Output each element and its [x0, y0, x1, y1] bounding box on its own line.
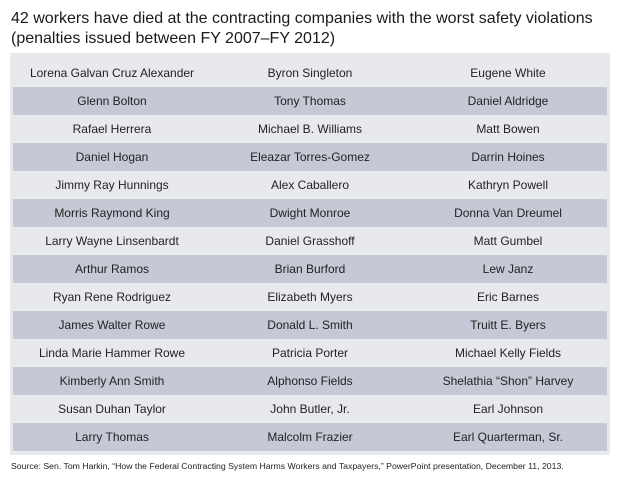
table-cell: Byron Singleton	[267, 66, 353, 80]
table-cell: Alphonso Fields	[267, 374, 353, 388]
table-cell: Linda Marie Hammer Rowe	[38, 346, 186, 360]
table-row: Jimmy Ray Hunnings Alex Caballero Kathryn …	[13, 171, 607, 199]
table-cell: Larry Wayne Linsenbardt	[45, 234, 179, 248]
table-cell: Glenn Bolton	[77, 94, 147, 108]
table-row: James Walter Rowe Donald L. Smith Truitt E…	[13, 311, 607, 339]
table-cell: Daniel Hogan	[75, 150, 149, 164]
table-cell: Eugene White	[470, 66, 546, 80]
table-cell: Earl Johnson	[472, 402, 544, 416]
table-row: Ryan Rene Rodriguez Elizabeth Myers Eric B…	[13, 283, 607, 311]
table-cell: Patricia Porter	[271, 346, 349, 360]
table-row: Morris Raymond King Dwight Monroe Donna Va…	[13, 199, 607, 227]
table-cell: Lorena Galvan Cruz Alexander	[29, 66, 195, 80]
table-row: Glenn Bolton Tony Thomas Daniel Aldridge	[13, 87, 607, 115]
table-cell: Alex Caballero	[270, 178, 350, 192]
table-row: Larry Wayne Linsenbardt Daniel Grasshoff M…	[13, 227, 607, 255]
table-cell: Tony Thomas	[274, 94, 346, 108]
title-line-1: 42 workers have died at the contracting …	[11, 10, 593, 27]
names-table: Lorena Galvan Cruz Alexander Byron Single…	[13, 59, 607, 451]
table-row: Linda Marie Hammer Rowe Patricia Porter Mi…	[13, 339, 607, 367]
table-cell: Eric Barnes	[476, 290, 540, 304]
table-cell: Michael B. Williams	[257, 122, 362, 136]
table-cell: Susan Duhan Taylor	[58, 402, 166, 416]
page-title: 42 workers have died at the contracting …	[11, 9, 611, 49]
table-cell: Earl Quarterman, Sr.	[452, 430, 564, 444]
table-cell: Brian Burford	[274, 262, 346, 276]
title-line-2: (penalties issued between FY 2007–FY 201…	[11, 30, 336, 47]
table-cell: Daniel Aldridge	[467, 94, 549, 108]
table-row: Daniel Hogan Eleazar Torres-Gomez Darrin H…	[13, 143, 607, 171]
source-note: Source: Sen. Tom Harkin, “How the Federa…	[11, 461, 564, 471]
table-cell: Ryan Rene Rodriguez	[52, 290, 172, 304]
table-cell: Eleazar Torres-Gomez	[250, 150, 370, 164]
table-cell: Donald L. Smith	[267, 318, 353, 332]
table-cell: James Walter Rowe	[58, 318, 166, 332]
table-row: Susan Duhan Taylor John Butler, Jr. Earl J…	[13, 395, 607, 423]
table-cell: John Butler, Jr.	[270, 402, 350, 416]
table-cell: Elizabeth Myers	[267, 290, 353, 304]
table-cell: Donna Van Dreumel	[454, 206, 562, 220]
table-cell: Daniel Grasshoff	[265, 234, 355, 248]
table-cell: Darrin Hoines	[471, 150, 545, 164]
table-row: Larry Thomas Malcolm Frazier Earl Quarterm…	[13, 423, 607, 451]
table-cell: Shelathia “Shon” Harvey	[442, 374, 574, 388]
table-cell: Dwight Monroe	[269, 206, 351, 220]
table-cell: Michael Kelly Fields	[454, 346, 562, 360]
table-cell: Arthur Ramos	[74, 262, 150, 276]
table-cell: Rafael Herrera	[72, 122, 152, 136]
table-row: Arthur Ramos Brian Burford Lew Janz	[13, 255, 607, 283]
table-row: Lorena Galvan Cruz Alexander Byron Single…	[13, 59, 607, 87]
table-cell: Lew Janz	[482, 262, 534, 276]
table-cell: Malcolm Frazier	[267, 430, 353, 444]
table-cell: Truitt E. Byers	[470, 318, 546, 332]
table-row: Rafael Herrera Michael B. Williams Matt Bo…	[13, 115, 607, 143]
table-cell: Kimberly Ann Smith	[59, 374, 165, 388]
table-row: Kimberly Ann Smith Alphonso Fields Shelath…	[13, 367, 607, 395]
table-cell: Kathryn Powell	[467, 178, 549, 192]
table-cell: Matt Gumbel	[473, 234, 543, 248]
table-cell: Morris Raymond King	[54, 206, 170, 220]
table-cell: Larry Thomas	[75, 430, 149, 444]
table-cell: Matt Bowen	[476, 122, 540, 136]
table-cell: Jimmy Ray Hunnings	[55, 178, 169, 192]
